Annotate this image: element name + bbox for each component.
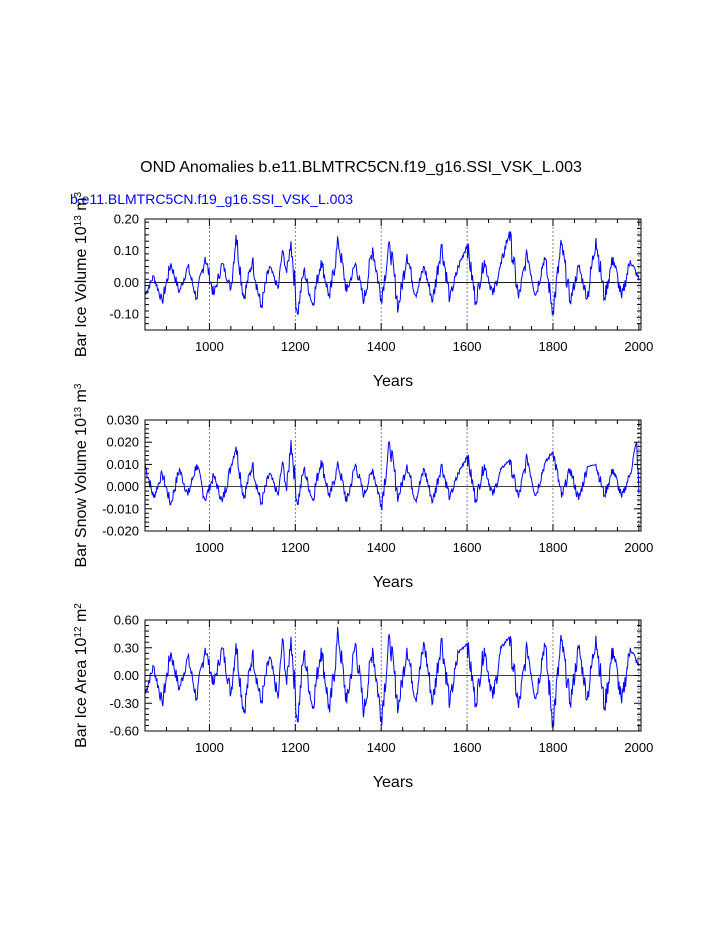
x-tick-label: 1200 — [281, 740, 310, 755]
x-tick-label: 1000 — [195, 339, 224, 354]
x-tick-label: 1400 — [367, 339, 396, 354]
x-tick-label: 1000 — [195, 540, 224, 555]
panel-3: 1000 1200 1400 1600 1800 2000 -0.60 -0.30 0.00 0.… — [73, 603, 654, 791]
x-tick-label: 1600 — [453, 740, 482, 755]
y-tick-label: 0.00 — [114, 275, 139, 290]
y-tick-label: -0.020 — [102, 524, 139, 539]
x-tick-label: 1600 — [453, 339, 482, 354]
x-tick-label: 1800 — [539, 740, 568, 755]
y-axis-label: Bar Snow Volume 1013 m3 — [73, 383, 91, 567]
y-tick-label: 0.30 — [114, 640, 139, 655]
figure-title: OND Anomalies b.e11.BLMTRC5CN.f19_g16.SS… — [140, 159, 582, 176]
y-tick-label: 0.010 — [106, 457, 139, 472]
series-line — [144, 439, 640, 511]
x-tick-label: 1400 — [367, 540, 396, 555]
plot-frame — [144, 218, 642, 331]
x-axis-label: Years — [373, 373, 413, 390]
y-tick-label: 0.00 — [114, 668, 139, 683]
x-axis-label: Years — [373, 574, 413, 591]
figure-subtitle: b.e11.BLMTRC5CN.f19_g16.SSI_VSK_L.003 — [70, 191, 353, 207]
y-axis-label: Bar Ice Volume 1013 m3 — [73, 191, 91, 357]
series-line — [144, 231, 640, 316]
panel-2: 1000 1200 1400 1600 1800 2000 -0.020 -0.010 0.00… — [73, 383, 654, 591]
y-tick-label: 0.000 — [106, 479, 139, 494]
y-tick-label: 0.20 — [114, 212, 139, 227]
x-tick-label: 1600 — [453, 540, 482, 555]
y-tick-label: 0.10 — [114, 243, 139, 258]
chart-panels: 1000 1200 1400 1600 1800 2000 -0.10 0.00 0.10 0.2… — [73, 191, 654, 791]
y-tick-label: -0.30 — [109, 696, 139, 711]
x-tick-label: 2000 — [624, 540, 653, 555]
y-tick-label: 0.030 — [106, 413, 139, 428]
y-tick-label: 0.020 — [106, 435, 139, 450]
y-tick-label: -0.010 — [102, 501, 139, 516]
y-tick-label: 0.60 — [114, 613, 139, 628]
x-tick-label: 1800 — [539, 339, 568, 354]
x-tick-label: 1400 — [367, 740, 396, 755]
y-tick-label: -0.10 — [109, 307, 139, 322]
x-tick-label: 1800 — [539, 540, 568, 555]
x-tick-label: 2000 — [624, 339, 653, 354]
x-tick-label: 1000 — [195, 740, 224, 755]
y-tick-label: -0.60 — [109, 724, 139, 739]
x-tick-label: 1200 — [281, 339, 310, 354]
x-axis-label: Years — [373, 774, 413, 791]
panel-1: 1000 1200 1400 1600 1800 2000 -0.10 0.00 0.10 0.2… — [73, 191, 654, 390]
plot-frame — [144, 419, 642, 532]
series-line — [144, 627, 640, 728]
x-tick-label: 1200 — [281, 540, 310, 555]
y-axis-label: Bar Ice Area 1012 m2 — [73, 603, 91, 748]
x-tick-label: 2000 — [624, 740, 653, 755]
